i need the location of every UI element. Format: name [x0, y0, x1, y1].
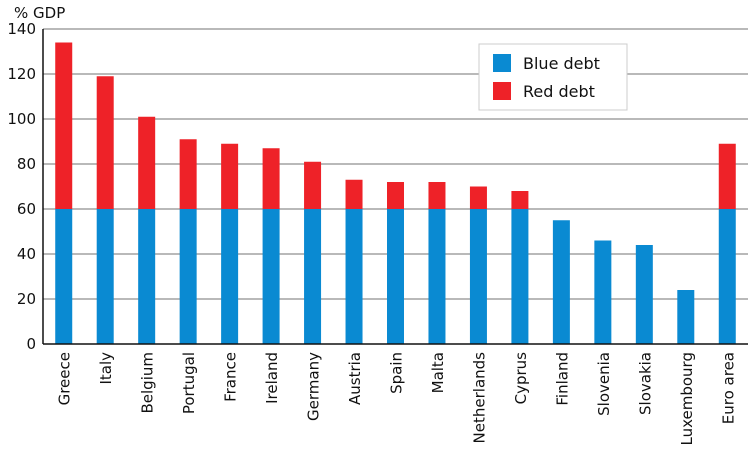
bar-red-debt [304, 161, 322, 209]
bar-blue-debt [179, 209, 197, 344]
bar-blue-debt [635, 245, 653, 344]
x-tick-label: Spain [388, 352, 406, 394]
bar-blue-debt [511, 209, 529, 344]
bar-blue-debt [428, 209, 446, 344]
x-tick-label: Austria [346, 352, 364, 405]
y-tick-label: 20 [17, 290, 36, 308]
bar-blue-debt [304, 209, 322, 344]
bar-red-debt [511, 191, 529, 209]
x-tick-label: Italy [97, 352, 115, 385]
bar-blue-debt [387, 209, 404, 344]
y-tick-label: 80 [17, 155, 36, 173]
bar-red-debt [428, 182, 446, 209]
bar-red-debt [179, 139, 197, 209]
legend-swatch [493, 82, 511, 100]
y-tick-label: 60 [17, 200, 36, 218]
x-tick-labels: Greece Italy Belgium Portugal France Ireland G… [56, 352, 738, 446]
bar-red-debt [138, 116, 156, 209]
y-tick-label: 120 [7, 65, 36, 83]
x-tick-label: Portugal [180, 352, 198, 414]
y-tick-label: 40 [17, 245, 36, 263]
bar-blue-debt [138, 209, 156, 344]
x-tick-label: Finland [553, 352, 571, 406]
x-tick-label: Greece [56, 352, 74, 405]
bar-blue-debt [718, 209, 736, 344]
x-tick-label: Cyprus [512, 352, 530, 405]
x-tick-label: Ireland [263, 352, 281, 404]
x-tick-label: Slovakia [636, 352, 654, 415]
bar-red-debt [387, 182, 404, 209]
bar-blue-debt [552, 220, 570, 344]
bar-red-debt [469, 186, 487, 209]
bar-red-debt [262, 148, 280, 209]
bar-red-debt [96, 76, 114, 209]
x-tick-label: Euro area [719, 352, 737, 424]
bar-red-debt [221, 143, 239, 209]
bar-red-debt [345, 179, 363, 209]
bar-blue-debt [96, 209, 114, 344]
x-tick-label: Netherlands [470, 352, 488, 444]
legend-label: Blue debt [523, 54, 600, 73]
x-tick-label: Malta [429, 352, 447, 393]
y-tick-labels: 0 20 40 60 80 100 120 140 [7, 20, 36, 353]
x-tick-label: Slovenia [595, 352, 613, 416]
bar-blue-debt [262, 209, 280, 344]
bar-blue-debt [55, 209, 73, 344]
y-axis-label: % GDP [14, 4, 65, 22]
x-tick-label: Luxembourg [678, 352, 696, 446]
legend-swatch [493, 54, 511, 72]
bar-red-debt [718, 143, 736, 209]
legend-label: Red debt [523, 82, 595, 101]
bar-blue-debt [677, 290, 695, 344]
y-tick-label: 100 [7, 110, 36, 128]
bar-blue-debt [469, 209, 487, 344]
bar-blue-debt [345, 209, 363, 344]
x-tick-label: Germany [305, 352, 323, 421]
bar-red-debt [55, 42, 73, 209]
axes [42, 29, 748, 345]
y-tick-label: 140 [7, 20, 36, 38]
legend: Blue debt Red debt [478, 43, 628, 111]
y-tick-label: 0 [26, 335, 36, 353]
bar-blue-debt [221, 209, 239, 344]
bars [55, 42, 736, 344]
x-tick-label: Belgium [139, 352, 157, 414]
bar-blue-debt [594, 240, 612, 344]
x-tick-label: France [222, 352, 240, 402]
